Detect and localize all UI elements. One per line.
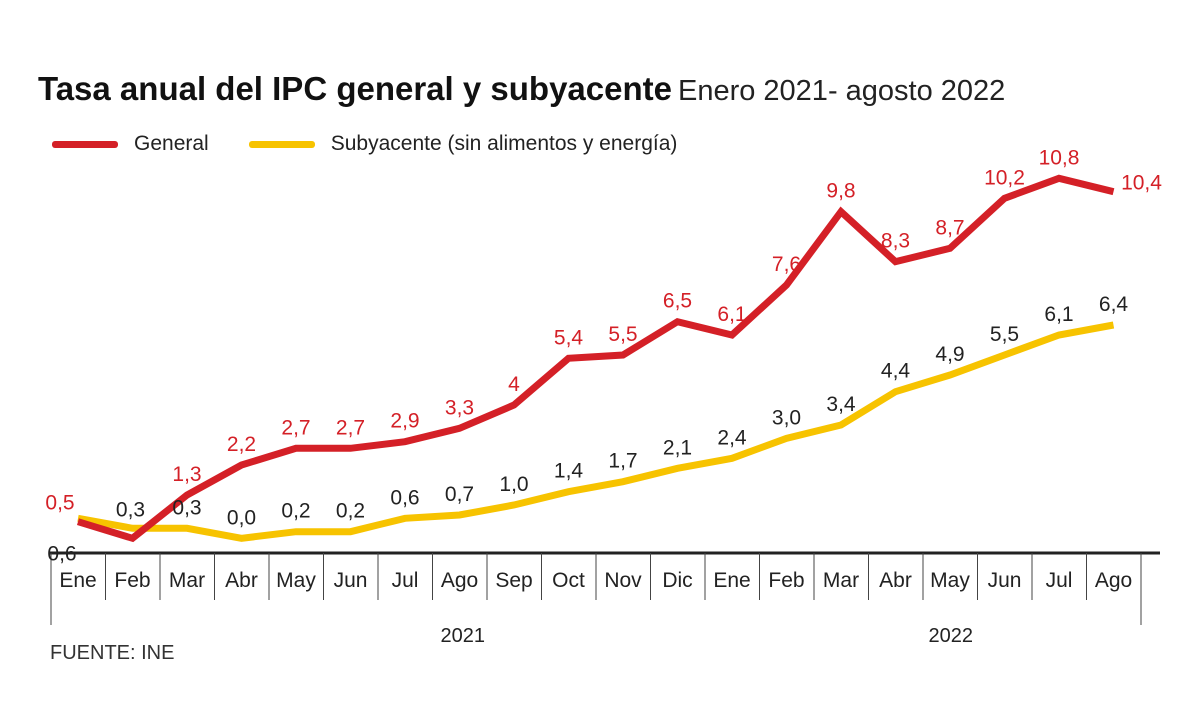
data-label-subyacente: 2,4 — [717, 426, 747, 449]
x-tick-label: Ene — [713, 569, 750, 592]
x-tick-label: Ago — [441, 569, 478, 592]
chart-title: Tasa anual del IPC general y subyacente — [38, 70, 672, 107]
data-label-general: 9,8 — [826, 180, 855, 203]
data-label-general: 8,3 — [881, 230, 910, 253]
data-label-general: 2,2 — [227, 433, 256, 456]
data-label-general: 8,7 — [935, 216, 964, 239]
data-label-general: 1,3 — [172, 463, 201, 486]
x-tick-label: Sep — [495, 569, 532, 592]
data-label-subyacente: 0,7 — [445, 483, 474, 506]
data-label-subyacente: 0,0 — [227, 506, 256, 529]
x-tick-label: Oct — [552, 569, 585, 592]
series-line-subyacente — [77, 321, 1115, 542]
year-label: 2021 — [441, 625, 486, 647]
data-label-subyacente: 1,0 — [499, 473, 528, 496]
x-tick-label: Jun — [988, 569, 1022, 592]
data-label-general: 7,6 — [772, 253, 801, 276]
year-label: 2022 — [929, 625, 974, 647]
chart-subtitle: Enero 2021- agosto 2022 — [677, 75, 1006, 107]
data-label-general: 2,7 — [281, 416, 310, 439]
x-tick-label: Jul — [1046, 569, 1073, 592]
source-note: FUENTE: INE — [50, 642, 175, 664]
x-tick-label: Jul — [392, 569, 419, 592]
chart-header: Tasa anual del IPC general y subyacente E… — [38, 70, 1005, 108]
data-label-subyacente: 0,6 — [47, 542, 76, 565]
data-label-subyacente: 4,4 — [881, 360, 911, 383]
series-line-general — [76, 174, 1115, 543]
data-label-subyacente: 3,4 — [826, 393, 856, 416]
data-label-subyacente: 0,3 — [116, 498, 145, 521]
data-label-general: 3,3 — [445, 396, 474, 419]
data-label-general: 10,2 — [984, 166, 1025, 189]
data-label-subyacente: 0,2 — [281, 500, 310, 523]
x-tick-label: Mar — [169, 569, 205, 592]
data-label-general: 5,4 — [554, 326, 584, 349]
x-tick-label: May — [276, 569, 316, 592]
data-label-general: 6,1 — [717, 303, 746, 326]
data-label-general: 4 — [508, 373, 520, 396]
legend-item-subyacente: Subyacente (sin alimentos y energía) — [248, 132, 678, 156]
data-label-subyacente: 6,4 — [1099, 293, 1129, 316]
x-tick-label: Feb — [768, 569, 804, 592]
x-tick-label: Ene — [59, 569, 96, 592]
legend-label-general: General — [134, 132, 209, 155]
legend-swatch-subyacente — [248, 140, 315, 148]
data-label-general: 5,5 — [608, 323, 637, 346]
data-label-subyacente: 0,6 — [390, 486, 419, 509]
x-tick-label: Feb — [114, 569, 150, 592]
data-label-subyacente: 2,1 — [663, 436, 692, 459]
data-label-subyacente: 0,3 — [172, 496, 201, 519]
data-label-subyacente: 6,1 — [1044, 303, 1073, 326]
data-label-general: 10,4 — [1121, 172, 1162, 195]
x-tick-label: Jun — [334, 569, 368, 592]
x-tick-label: Dic — [662, 569, 692, 592]
data-label-general: 0,5 — [45, 492, 74, 515]
data-label-subyacente: 3,0 — [772, 406, 801, 429]
x-tick-label: Ago — [1095, 569, 1132, 592]
legend-item-general: General — [52, 132, 209, 156]
legend: General Subyacente (sin alimentos y ener… — [52, 132, 717, 156]
x-tick-label: Abr — [225, 569, 258, 592]
data-label-subyacente: 0,2 — [336, 500, 365, 523]
x-tick-label: May — [930, 569, 970, 592]
data-label-general: 2,7 — [336, 416, 365, 439]
legend-swatch-general — [52, 140, 118, 148]
x-tick-label: Abr — [879, 569, 912, 592]
data-label-subyacente: 1,7 — [608, 450, 637, 473]
data-label-subyacente: 1,4 — [554, 460, 584, 483]
data-label-subyacente: 5,5 — [990, 323, 1019, 346]
legend-label-subyacente: Subyacente (sin alimentos y energía) — [330, 132, 678, 155]
data-label-general: 2,9 — [390, 410, 419, 433]
data-label-general: 10,8 — [1039, 146, 1080, 169]
x-tick-label: Nov — [604, 569, 642, 592]
data-label-subyacente: 4,9 — [935, 343, 964, 366]
data-label-general: 6,5 — [663, 290, 692, 313]
x-tick-label: Mar — [823, 569, 859, 592]
